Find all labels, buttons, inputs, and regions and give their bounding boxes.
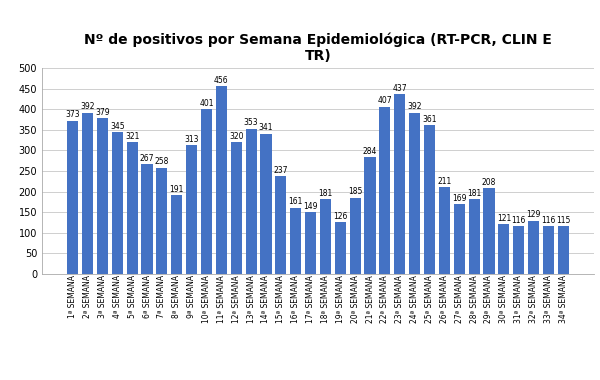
Bar [201,109,212,274]
Bar [439,187,450,274]
Text: 361: 361 [422,115,437,124]
Bar [498,224,509,274]
Text: 181: 181 [319,189,332,198]
Bar [320,200,331,274]
Bar [275,176,286,274]
Bar [186,145,197,274]
Text: 169: 169 [452,194,467,203]
Text: 115: 115 [556,216,571,225]
Bar [112,132,123,274]
Title: Nº de positivos por Semana Epidemiológica (RT-PCR, CLIN E
TR): Nº de positivos por Semana Epidemiológic… [84,32,552,63]
Bar [350,198,361,274]
Text: 211: 211 [437,177,452,186]
Text: 185: 185 [348,187,362,196]
Text: 341: 341 [259,124,273,132]
Text: 126: 126 [333,212,347,221]
Bar [454,204,465,274]
Text: 407: 407 [377,97,392,105]
Text: 181: 181 [467,189,481,198]
Bar [127,142,138,274]
Bar [157,168,167,274]
Text: 437: 437 [392,84,407,93]
Text: 129: 129 [526,211,541,219]
Text: 116: 116 [541,216,556,225]
Bar [171,195,182,274]
Text: 267: 267 [140,154,154,163]
Bar [82,113,93,274]
Bar [513,226,524,274]
Text: 161: 161 [289,197,303,206]
Bar [484,188,494,274]
Text: 392: 392 [80,103,95,111]
Text: 116: 116 [512,216,526,225]
Bar [379,106,391,274]
Bar [409,113,420,274]
Bar [142,164,152,274]
Text: 237: 237 [274,166,288,175]
Text: 320: 320 [229,132,244,141]
Text: 353: 353 [244,119,259,128]
Bar [67,120,78,274]
Text: 456: 456 [214,76,229,85]
Text: 401: 401 [199,99,214,108]
Bar [364,157,376,274]
Bar [216,87,227,274]
Text: 313: 313 [184,135,199,144]
Bar [97,118,108,274]
Bar [335,222,346,274]
Text: 149: 149 [304,202,318,211]
Text: 379: 379 [95,108,110,117]
Bar [543,226,554,274]
Bar [558,226,569,274]
Bar [290,207,301,274]
Bar [230,142,242,274]
Text: 258: 258 [155,157,169,166]
Bar [305,212,316,274]
Text: 191: 191 [170,185,184,194]
Bar [424,125,435,274]
Text: 392: 392 [407,103,422,111]
Bar [245,129,257,274]
Bar [394,94,406,274]
Text: 121: 121 [497,214,511,223]
Text: 284: 284 [363,147,377,156]
Bar [528,221,539,274]
Text: 373: 373 [65,110,80,119]
Text: 208: 208 [482,178,496,187]
Text: 345: 345 [110,122,125,131]
Bar [469,200,479,274]
Text: 321: 321 [125,131,139,141]
Bar [260,134,272,274]
